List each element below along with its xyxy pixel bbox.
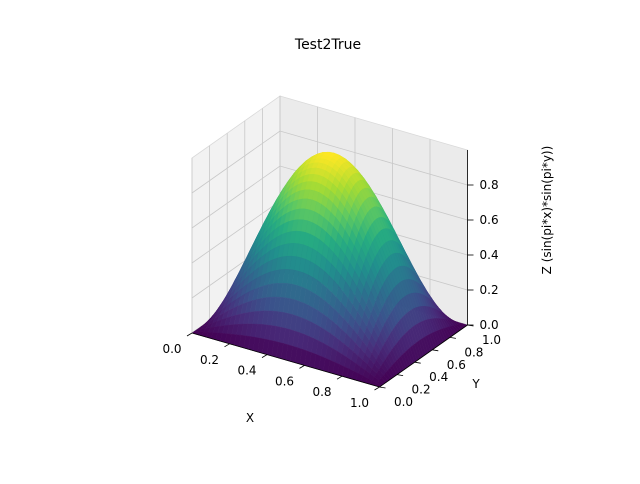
- z-tick-label: 0.2: [480, 283, 499, 297]
- y-tick-label: 0.0: [394, 395, 413, 409]
- x-tick-label: 0.4: [237, 364, 256, 378]
- z-tick-label: 0.4: [480, 248, 499, 262]
- z-tick-label: 0.0: [480, 318, 499, 332]
- x-tick-label: 0.0: [162, 342, 181, 356]
- x-tick-label: 0.8: [312, 385, 331, 399]
- x-tick-mark: [225, 344, 230, 347]
- y-tick-mark: [415, 362, 421, 363]
- x-tick-mark: [262, 355, 267, 358]
- x-tick-mark: [187, 333, 192, 336]
- x-tick-mark: [337, 376, 342, 379]
- y-tick-label: 0.6: [447, 358, 466, 372]
- chart-title: Test2True: [294, 37, 361, 53]
- x-tick-mark: [375, 387, 380, 390]
- x-tick-label: 0.2: [200, 353, 219, 367]
- y-tick-mark: [397, 375, 403, 376]
- z-axis-label: Z (sin(pi*x)*sin(pi*y)): [540, 146, 554, 275]
- z-tick-label: 0.6: [480, 213, 499, 227]
- y-tick-label: 0.2: [412, 383, 431, 397]
- x-tick-label: 0.6: [275, 374, 294, 388]
- y-axis-label: Y: [471, 377, 480, 391]
- z-tick-label: 0.8: [480, 178, 499, 192]
- x-tick-mark: [300, 365, 305, 368]
- y-tick-label: 1.0: [482, 333, 501, 347]
- y-tick-label: 0.4: [429, 370, 448, 384]
- x-tick-label: 1.0: [350, 396, 369, 410]
- y-tick-label: 0.8: [464, 345, 483, 359]
- x-axis-label: X: [246, 411, 254, 425]
- y-tick-mark: [432, 350, 438, 351]
- y-tick-mark: [380, 387, 386, 388]
- y-tick-mark: [450, 337, 456, 338]
